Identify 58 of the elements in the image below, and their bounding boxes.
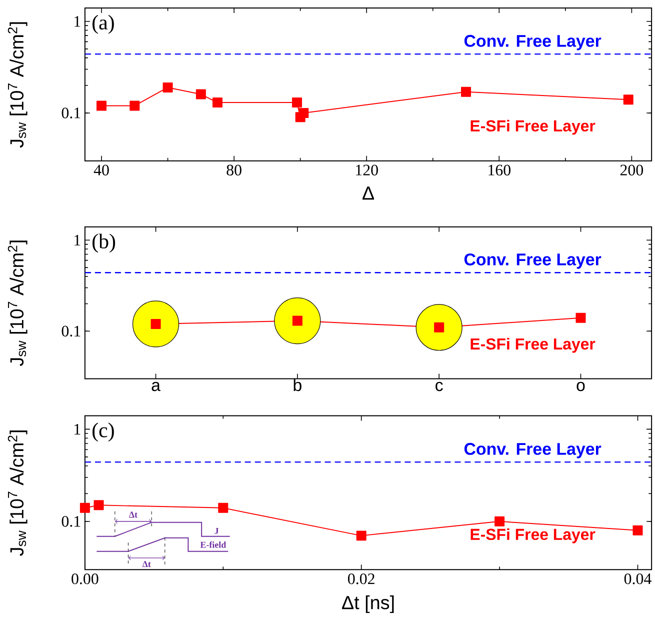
annotation: (a) xyxy=(92,15,114,34)
ref-line-label: Conv. Free Layer xyxy=(464,443,602,458)
point xyxy=(632,526,643,536)
x-tick-label: o xyxy=(576,382,585,392)
point xyxy=(96,100,107,111)
x-tick-label: a xyxy=(152,382,160,392)
x-tick-label: 40 xyxy=(94,164,109,176)
y-tick-label: 0.1 xyxy=(62,326,80,337)
point xyxy=(218,503,228,514)
point xyxy=(416,304,462,351)
point xyxy=(80,503,90,514)
x-tick-label: 0.00 xyxy=(72,574,98,584)
x-tick-label: 0.02 xyxy=(348,574,374,584)
annotation: (c) xyxy=(92,422,114,442)
x-tick-label: 80 xyxy=(226,164,242,176)
series-label: E-SFi Free Layer xyxy=(470,120,596,135)
point xyxy=(162,82,173,93)
x-tick-label: c xyxy=(436,382,443,392)
y-tick-label: 0.1 xyxy=(62,108,80,119)
point xyxy=(196,90,206,100)
point xyxy=(434,322,444,333)
x-tick-label: 200 xyxy=(620,164,644,176)
point xyxy=(494,516,505,527)
x-tick-label: 120 xyxy=(356,164,378,176)
point xyxy=(623,94,634,105)
point xyxy=(94,500,104,510)
point xyxy=(292,316,302,326)
x-tick-label: b xyxy=(294,378,302,392)
annotation: Δt xyxy=(142,561,151,568)
point xyxy=(132,300,180,348)
point xyxy=(461,87,471,98)
annotation: E-field xyxy=(200,542,226,548)
point xyxy=(212,98,222,108)
y-tick-label: 1 xyxy=(74,424,80,435)
point xyxy=(292,98,302,108)
y-axis-title: J$_{sw}$ [10$^{7}$ A/cm$^{2}$] xyxy=(8,240,28,366)
series-label: E-SFi Free Layer xyxy=(470,528,596,544)
point xyxy=(356,530,366,541)
x-axis-title: Δt [ns] xyxy=(342,596,394,614)
annotation: J xyxy=(214,528,219,534)
y-axis-title: J$_{sw}$ [10$^{7}$ A/cm$^{2}$] xyxy=(8,430,28,556)
x-tick-label: 160 xyxy=(488,164,510,176)
point xyxy=(576,313,586,324)
y-tick-label: 1 xyxy=(74,16,80,27)
series-label: E-SFi Free Layer xyxy=(470,338,596,353)
x-tick-label: 0.04 xyxy=(624,574,652,584)
point xyxy=(150,319,161,330)
point xyxy=(274,298,321,344)
ref-line-label: Conv. Free Layer xyxy=(464,254,602,269)
ref-line-label: Conv. Free Layer xyxy=(464,35,602,50)
point xyxy=(130,100,140,111)
y-axis-title: J$_{sw}$ [10$^{7}$ A/cm$^{2}$] xyxy=(8,22,28,148)
x-axis-title: Δ xyxy=(362,186,374,200)
point xyxy=(298,108,309,118)
annotation: Δt xyxy=(129,512,138,518)
annotation: (b) xyxy=(92,234,116,253)
y-tick-label: 0.1 xyxy=(62,516,80,528)
y-tick-label: 1 xyxy=(74,235,80,246)
